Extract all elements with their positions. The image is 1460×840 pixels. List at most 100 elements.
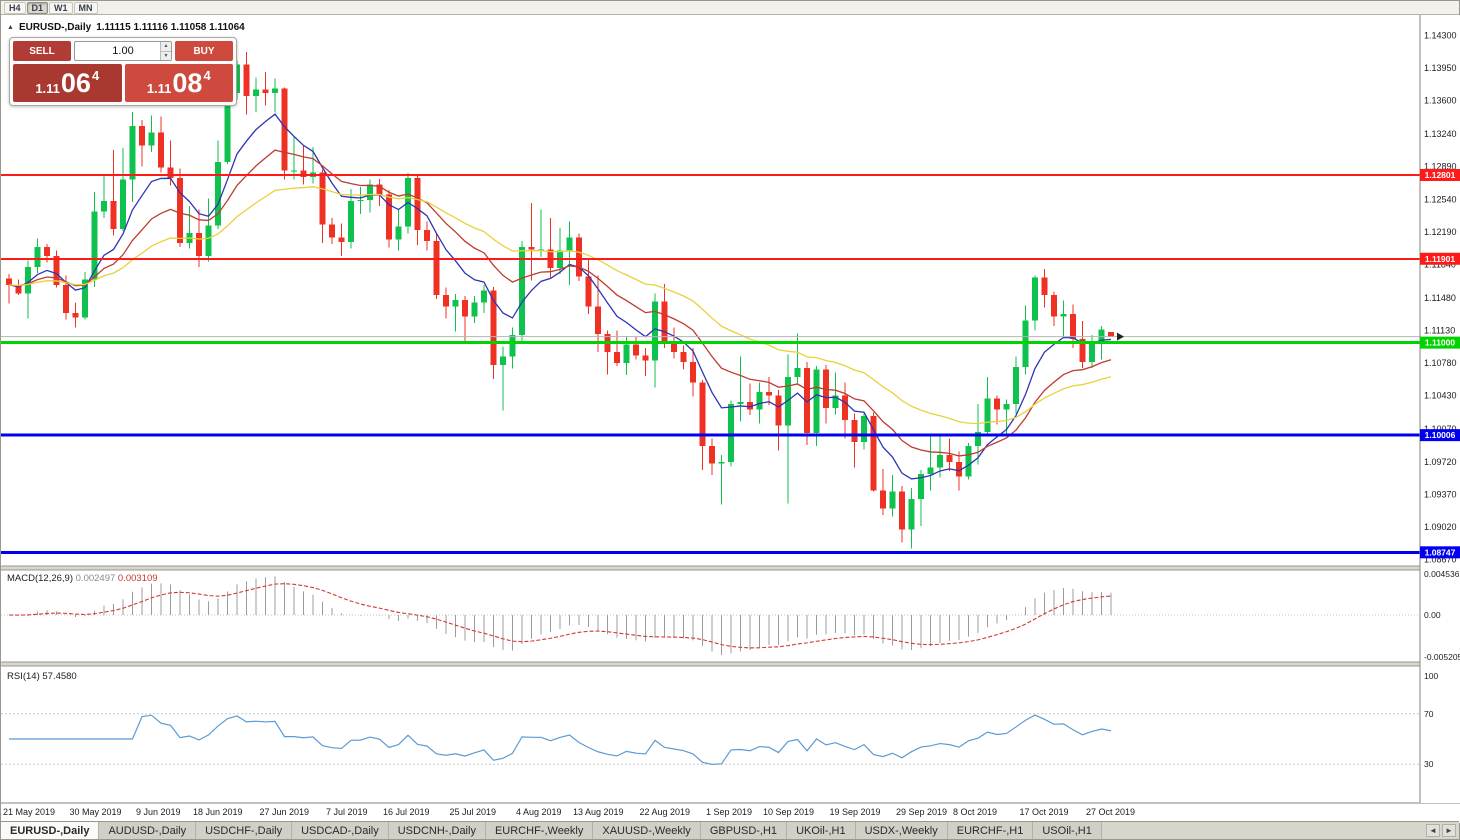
svg-text:9 Jun 2019: 9 Jun 2019: [136, 807, 181, 817]
chart-tab-xauusd-weekly[interactable]: XAUUSD-,Weekly: [593, 822, 701, 839]
tabs-scroll-right-icon[interactable]: ►: [1442, 824, 1456, 837]
macd-label: MACD(12,26,9) 0.002497 0.003109: [7, 573, 158, 584]
timeframe-button-w1[interactable]: W1: [49, 1, 73, 14]
chart-tab-usoil-h1[interactable]: USOil-,H1: [1033, 822, 1102, 839]
timeframe-button-mn[interactable]: MN: [73, 1, 98, 14]
tab-scroll-arrows: ◄ ►: [1426, 822, 1459, 839]
buy-price-head: 1.11: [146, 81, 172, 96]
buy-price-sup: 4: [203, 68, 211, 83]
one-click-trading-panel: SELL 1.00 ▴ ▾ BUY 1.11 06 4 1.11 08 4: [9, 37, 237, 106]
svg-text:1.10780: 1.10780: [1424, 358, 1457, 368]
rsi-axis: 100 70 30: [1424, 671, 1438, 769]
svg-text:1.10430: 1.10430: [1424, 391, 1457, 401]
panel-splitter[interactable]: [1, 661, 1460, 667]
svg-text:1.11480: 1.11480: [1424, 293, 1456, 303]
chart-tab-list: EURUSD-,Daily AUDUSD-,Daily USDCHF-,Daily U…: [1, 822, 1102, 839]
buy-price-button[interactable]: 1.11 08 4: [124, 64, 233, 102]
svg-text:10 Sep 2019: 10 Sep 2019: [763, 807, 814, 817]
svg-text:29 Sep 2019: 29 Sep 2019: [896, 807, 947, 817]
svg-text:1.10006: 1.10006: [1425, 430, 1456, 440]
svg-text:1.14300: 1.14300: [1424, 30, 1457, 40]
chart-tab-usdx-weekly[interactable]: USDX-,Weekly: [855, 822, 948, 839]
timeframe-button-h4[interactable]: H4: [4, 1, 26, 14]
chart-tab-ukoil-h1[interactable]: UKOil-,H1: [787, 822, 856, 839]
buy-price-big: 08: [172, 67, 203, 98]
price-arrow-marker: [1117, 332, 1124, 341]
sell-button[interactable]: SELL: [13, 41, 71, 61]
svg-text:27 Jun 2019: 27 Jun 2019: [260, 807, 310, 817]
rsi-indicator: [1, 713, 1420, 765]
svg-text:1.11901: 1.11901: [1425, 254, 1456, 264]
chart-tab-usdcad-daily[interactable]: USDCAD-,Daily: [292, 822, 389, 839]
svg-text:30: 30: [1424, 759, 1434, 769]
timeframe-button-d1[interactable]: D1: [26, 1, 49, 14]
svg-text:13 Aug 2019: 13 Aug 2019: [573, 807, 624, 817]
macd-indicator: [1, 576, 1420, 656]
svg-text:100: 100: [1424, 671, 1438, 681]
svg-text:27 Oct 2019: 27 Oct 2019: [1086, 807, 1135, 817]
date-axis: 21 May 2019 30 May 2019 9 Jun 2019 18 Jun 2…: [3, 807, 1135, 817]
rsi-label: RSI(14) 57.4580: [7, 671, 77, 682]
svg-text:0.00: 0.00: [1424, 610, 1441, 620]
chart-symbol-title: EURUSD-,Daily: [18, 22, 92, 33]
chart-tab-usdcnh-daily[interactable]: USDCNH-,Daily: [388, 822, 486, 839]
svg-text:19 Sep 2019: 19 Sep 2019: [830, 807, 881, 817]
svg-text:1.08670: 1.08670: [1424, 554, 1457, 564]
chart-tab-eurusd-daily[interactable]: EURUSD-,Daily: [1, 822, 100, 839]
svg-text:18 Jun 2019: 18 Jun 2019: [193, 807, 243, 817]
svg-text:1.09720: 1.09720: [1424, 457, 1457, 467]
svg-text:70: 70: [1424, 709, 1434, 719]
svg-text:-0.005205: -0.005205: [1424, 652, 1460, 662]
svg-text:21 May 2019: 21 May 2019: [3, 807, 55, 817]
price-chart-canvas[interactable]: 21 May 2019 30 May 2019 9 Jun 2019 18 Jun 2…: [1, 15, 1460, 823]
svg-text:8 Oct 2019: 8 Oct 2019: [953, 807, 997, 817]
oct-collapse-icon[interactable]: ▲: [7, 24, 14, 31]
svg-text:1.12801: 1.12801: [1425, 170, 1456, 180]
chart-tab-bar: EURUSD-,Daily AUDUSD-,Daily USDCHF-,Daily U…: [1, 821, 1459, 839]
svg-text:1.09020: 1.09020: [1424, 522, 1457, 532]
sell-price-big: 06: [60, 67, 91, 98]
svg-text:1.08747: 1.08747: [1425, 547, 1456, 557]
svg-text:30 May 2019: 30 May 2019: [70, 807, 122, 817]
chart-ohlc-values: 1.11115 1.11116 1.11058 1.11064: [96, 22, 245, 33]
sell-price-sup: 4: [91, 68, 100, 83]
volume-up-icon[interactable]: ▴: [161, 42, 171, 52]
svg-text:16 Jul 2019: 16 Jul 2019: [383, 807, 430, 817]
svg-text:1.13950: 1.13950: [1424, 63, 1457, 73]
svg-text:1 Sep 2019: 1 Sep 2019: [706, 807, 752, 817]
timeframe-toolbar: H4 D1 W1 MN: [1, 1, 1459, 15]
horizontal-line-objects[interactable]: [1, 173, 1420, 554]
price-line-badges: 1.12801 1.11901 1.11000 1.10006 1.08747: [1420, 168, 1460, 559]
chart-quote-header: ▲ EURUSD-,Daily 1.11115 1.11116 1.11058 …: [7, 22, 245, 33]
volume-down-icon[interactable]: ▾: [161, 51, 171, 60]
svg-text:17 Oct 2019: 17 Oct 2019: [1020, 807, 1069, 817]
chart-tab-gbpusd-h1[interactable]: GBPUSD-,H1: [700, 822, 788, 839]
panel-splitter[interactable]: [1, 565, 1460, 571]
svg-text:0.004536: 0.004536: [1424, 569, 1460, 579]
buy-button[interactable]: BUY: [175, 41, 233, 61]
svg-text:1.12890: 1.12890: [1424, 162, 1457, 172]
volume-field[interactable]: 1.00 ▴ ▾: [74, 41, 172, 61]
svg-text:1.11130: 1.11130: [1424, 326, 1455, 336]
svg-text:4 Aug 2019: 4 Aug 2019: [516, 807, 562, 817]
svg-text:1.12540: 1.12540: [1424, 194, 1457, 204]
sell-price-head: 1.11: [35, 81, 60, 96]
volume-spinner: ▴ ▾: [160, 42, 171, 60]
svg-text:1.11000: 1.11000: [1425, 338, 1456, 348]
chart-tab-eurchf-weekly[interactable]: EURCHF-,Weekly: [485, 822, 594, 839]
svg-text:1.13240: 1.13240: [1424, 129, 1457, 139]
svg-text:1.13600: 1.13600: [1424, 96, 1457, 106]
chart-tab-audusd-daily[interactable]: AUDUSD-,Daily: [99, 822, 197, 839]
svg-text:1.12190: 1.12190: [1424, 227, 1457, 237]
volume-value[interactable]: 1.00: [112, 45, 134, 57]
tabs-scroll-left-icon[interactable]: ◄: [1426, 824, 1440, 837]
chart-tab-usdchf-daily[interactable]: USDCHF-,Daily: [196, 822, 293, 839]
svg-text:25 Jul 2019: 25 Jul 2019: [450, 807, 497, 817]
svg-text:1.09370: 1.09370: [1424, 489, 1457, 499]
chart-tab-eurchf-h1[interactable]: EURCHF-,H1: [947, 822, 1034, 839]
svg-text:22 Aug 2019: 22 Aug 2019: [640, 807, 691, 817]
macd-axis: 0.004536 0.00 -0.005205: [1424, 569, 1460, 662]
sell-price-button[interactable]: 1.11 06 4: [13, 64, 122, 102]
svg-text:7 Jul 2019: 7 Jul 2019: [326, 807, 368, 817]
